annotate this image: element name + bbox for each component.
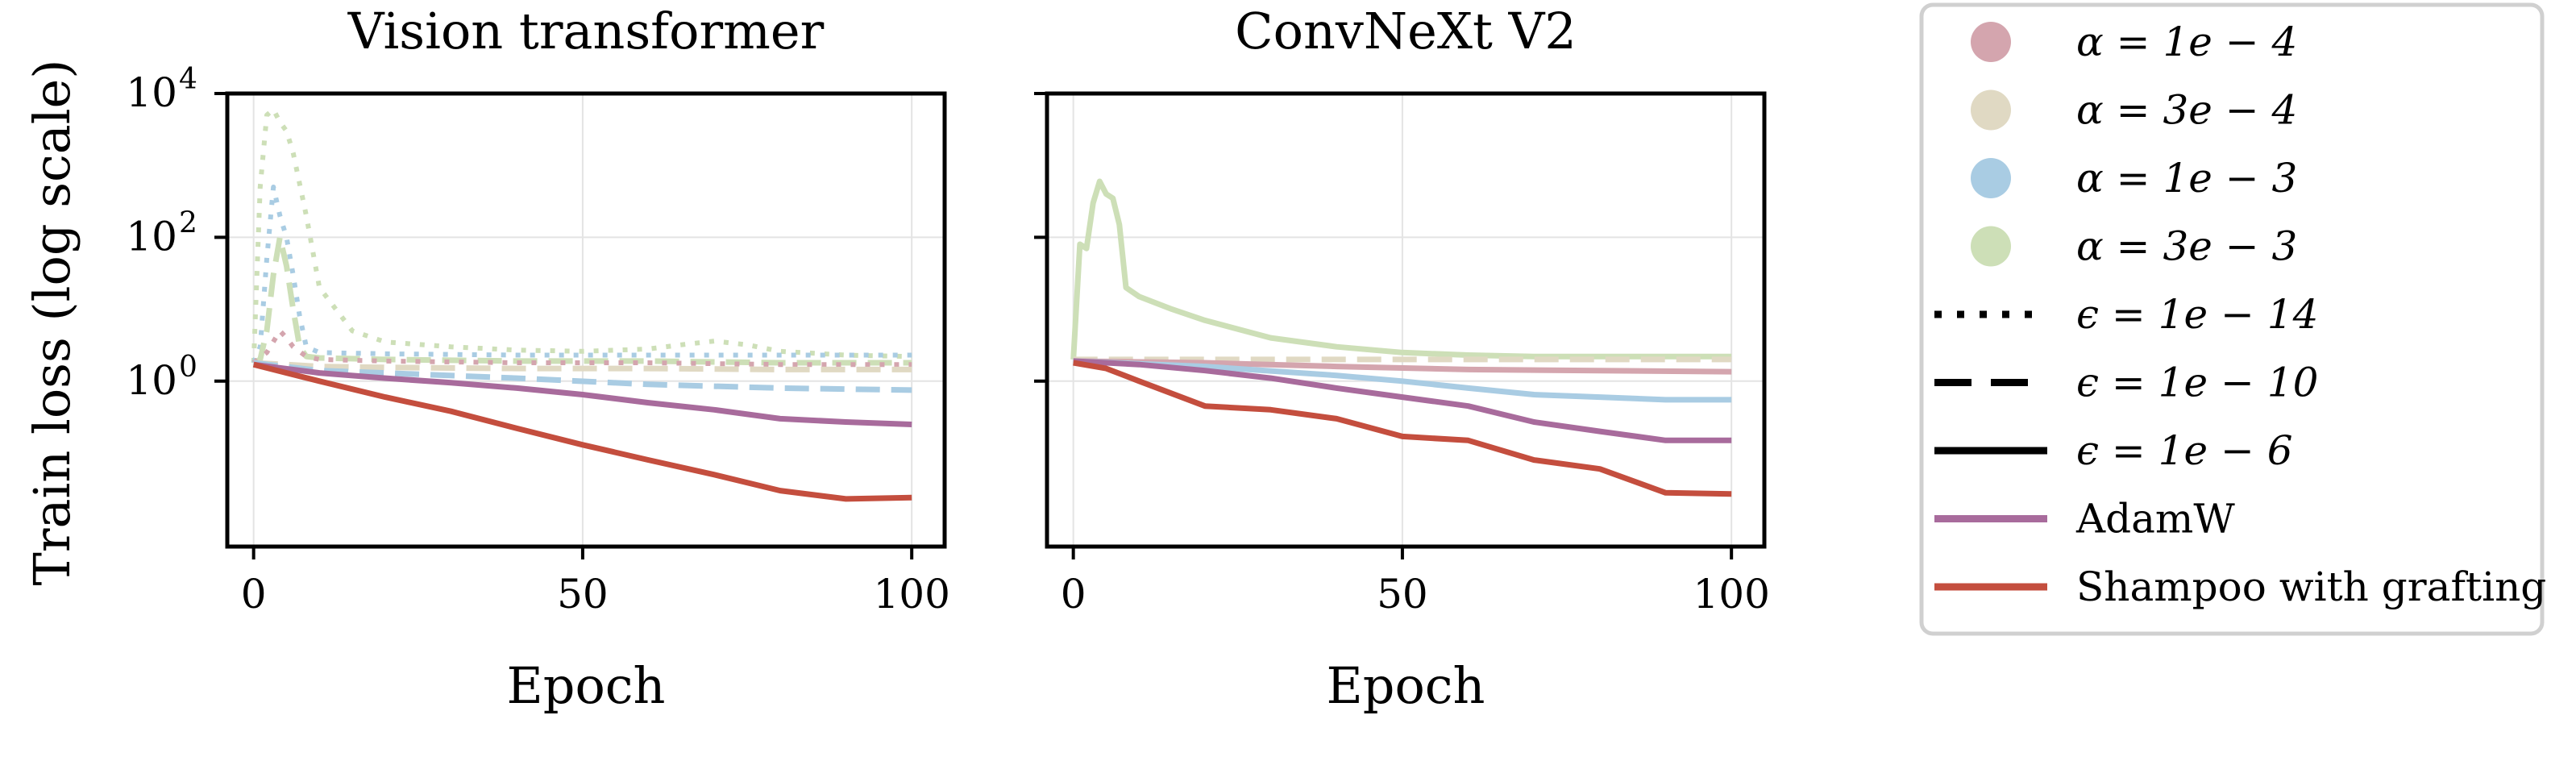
- y-tick-label: 10: [126, 357, 177, 404]
- legend-label: ϵ = 1e − 10: [2076, 360, 2318, 406]
- x-axis-label: Epoch: [507, 656, 666, 715]
- axes-frame: [1045, 91, 1767, 549]
- legend-frame: [1919, 2, 2545, 636]
- legend-label: α = 1e − 4: [2076, 19, 2297, 65]
- legend-item: ϵ = 1e − 14: [1934, 291, 2318, 338]
- x-tick-label: 100: [1693, 571, 1769, 618]
- panel-title: Vision transformer: [347, 2, 825, 60]
- legend-label: α = 3e − 3: [2076, 223, 2297, 270]
- x-axis-label: Epoch: [1327, 656, 1485, 715]
- x-ticks: 0 50 100: [1061, 547, 1770, 618]
- panel-convnext-v2: ConvNeXt V2 0 50 100 Epoch: [1034, 2, 1770, 715]
- legend-marker: [1971, 89, 2011, 131]
- legend-item: ϵ = 1e − 10: [1934, 360, 2318, 406]
- legend-label: AdamW: [2075, 496, 2235, 543]
- series-line: [253, 360, 912, 393]
- legend-marker: [1971, 226, 2011, 267]
- x-ticks: 0 50 100: [241, 547, 950, 618]
- series-line: [1073, 358, 1732, 375]
- y-tick-label: 10: [126, 69, 177, 116]
- legend-item: α = 3e − 4: [1971, 87, 2297, 134]
- series-line: [1073, 358, 1732, 403]
- legend-label: α = 3e − 4: [2076, 87, 2297, 134]
- legend-marker: [1971, 22, 2011, 62]
- x-tick-label: 0: [241, 571, 267, 618]
- series-line: [1070, 178, 1732, 360]
- legend-label: ϵ = 1e − 6: [2076, 427, 2293, 474]
- series-line: [1073, 360, 1732, 497]
- x-tick-label: 0: [1061, 571, 1086, 618]
- legend-item: Shampoo with grafting: [1934, 563, 2546, 610]
- legend: α = 1e − 4 α = 3e − 4 α = 1e − 3 α = 3e − 3…: [1919, 2, 2546, 636]
- y-tick-exponent: 0: [179, 351, 197, 384]
- legend-item: α = 3e − 3: [1971, 223, 2297, 270]
- series-line: [253, 361, 912, 427]
- legend-label: Shampoo with grafting: [2076, 563, 2546, 610]
- y-tick-label: 10: [126, 213, 177, 260]
- grid: [1047, 93, 1764, 547]
- legend-item: α = 1e − 3: [1971, 155, 2297, 202]
- grid: [227, 93, 945, 547]
- series-line: [252, 361, 912, 502]
- series-line: [251, 106, 912, 364]
- series-line: [1073, 358, 1732, 443]
- legend-item: AdamW: [1934, 496, 2235, 543]
- legend-item: ϵ = 1e − 6: [1934, 427, 2293, 474]
- y-tick-exponent: 2: [179, 206, 197, 239]
- y-ticks: [1034, 92, 1047, 383]
- series-line: [251, 185, 912, 364]
- y-tick-exponent: 4: [179, 63, 197, 96]
- legend-label: α = 1e − 3: [2076, 155, 2297, 202]
- plot-area: [251, 106, 912, 502]
- legend-marker: [1971, 158, 2011, 198]
- x-tick-label: 50: [557, 571, 609, 618]
- y-axis-label: Train loss (log scale): [23, 60, 81, 586]
- panel-title: ConvNeXt V2: [1235, 2, 1577, 60]
- legend-label: ϵ = 1e − 14: [2076, 291, 2318, 338]
- axes-frame: [225, 91, 947, 549]
- x-tick-label: 100: [873, 571, 949, 618]
- plot-area: [1070, 178, 1732, 497]
- x-tick-label: 50: [1377, 571, 1428, 618]
- legend-item: α = 1e − 4: [1971, 19, 2297, 65]
